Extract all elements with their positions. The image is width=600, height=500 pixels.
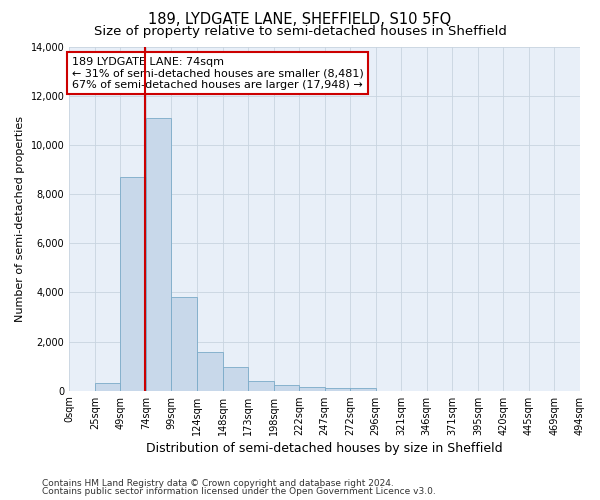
- X-axis label: Distribution of semi-detached houses by size in Sheffield: Distribution of semi-detached houses by …: [146, 442, 503, 455]
- Bar: [248, 382, 274, 390]
- Bar: [197, 352, 223, 391]
- Text: 189 LYDGATE LANE: 74sqm
← 31% of semi-detached houses are smaller (8,481)
67% of: 189 LYDGATE LANE: 74sqm ← 31% of semi-de…: [72, 57, 364, 90]
- Text: Contains public sector information licensed under the Open Government Licence v3: Contains public sector information licen…: [42, 487, 436, 496]
- Bar: [350, 388, 376, 390]
- Bar: [325, 388, 350, 390]
- Bar: [299, 387, 325, 390]
- Bar: [274, 386, 299, 390]
- Bar: [146, 118, 172, 390]
- Y-axis label: Number of semi-detached properties: Number of semi-detached properties: [15, 116, 25, 322]
- Bar: [223, 368, 248, 390]
- Bar: [95, 383, 121, 390]
- Text: Size of property relative to semi-detached houses in Sheffield: Size of property relative to semi-detach…: [94, 25, 506, 38]
- Text: 189, LYDGATE LANE, SHEFFIELD, S10 5FQ: 189, LYDGATE LANE, SHEFFIELD, S10 5FQ: [148, 12, 452, 28]
- Bar: [121, 177, 146, 390]
- Text: Contains HM Land Registry data © Crown copyright and database right 2024.: Contains HM Land Registry data © Crown c…: [42, 478, 394, 488]
- Bar: [172, 298, 197, 390]
